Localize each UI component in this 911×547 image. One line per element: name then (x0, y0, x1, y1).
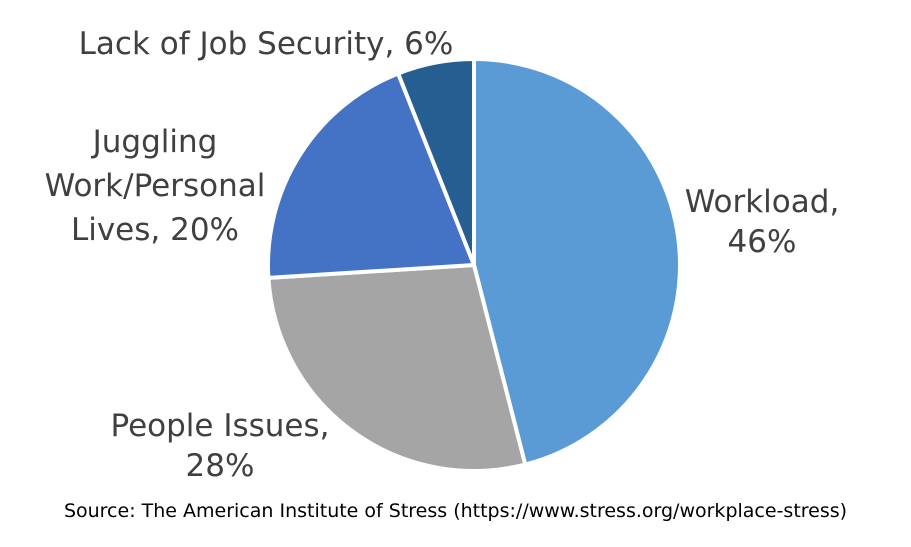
slices-group (266, 57, 682, 473)
label-workload: Workload, 46% (685, 184, 840, 260)
label-line: Lives, 20% (71, 212, 239, 248)
labels-group: Workload, 46% People Issues, 28% Juggling Wor… (45, 26, 840, 484)
slice-juggling-work-personal-lives (266, 71, 476, 280)
slice-workload (472, 57, 682, 467)
label-line: Work/Personal (45, 168, 266, 204)
label-line: 46% (728, 224, 797, 260)
label-line: Workload, (685, 184, 840, 220)
slice-lack-of-job-security (396, 57, 476, 267)
label-juggling-work-personal-lives: Juggling Work/Personal Lives, 20% (45, 124, 266, 248)
label-line: Juggling (91, 124, 218, 160)
source-note: Source: The American Institute of Stress… (63, 500, 848, 522)
label-lack-of-job-security: Lack of Job Security, 6% (79, 26, 454, 62)
label-line: People Issues, (110, 408, 329, 444)
label-line: Lack of Job Security, 6% (79, 26, 454, 62)
slice-people-issues (266, 263, 528, 473)
label-people-issues: People Issues, 28% (110, 408, 329, 484)
label-line: 28% (186, 448, 255, 484)
